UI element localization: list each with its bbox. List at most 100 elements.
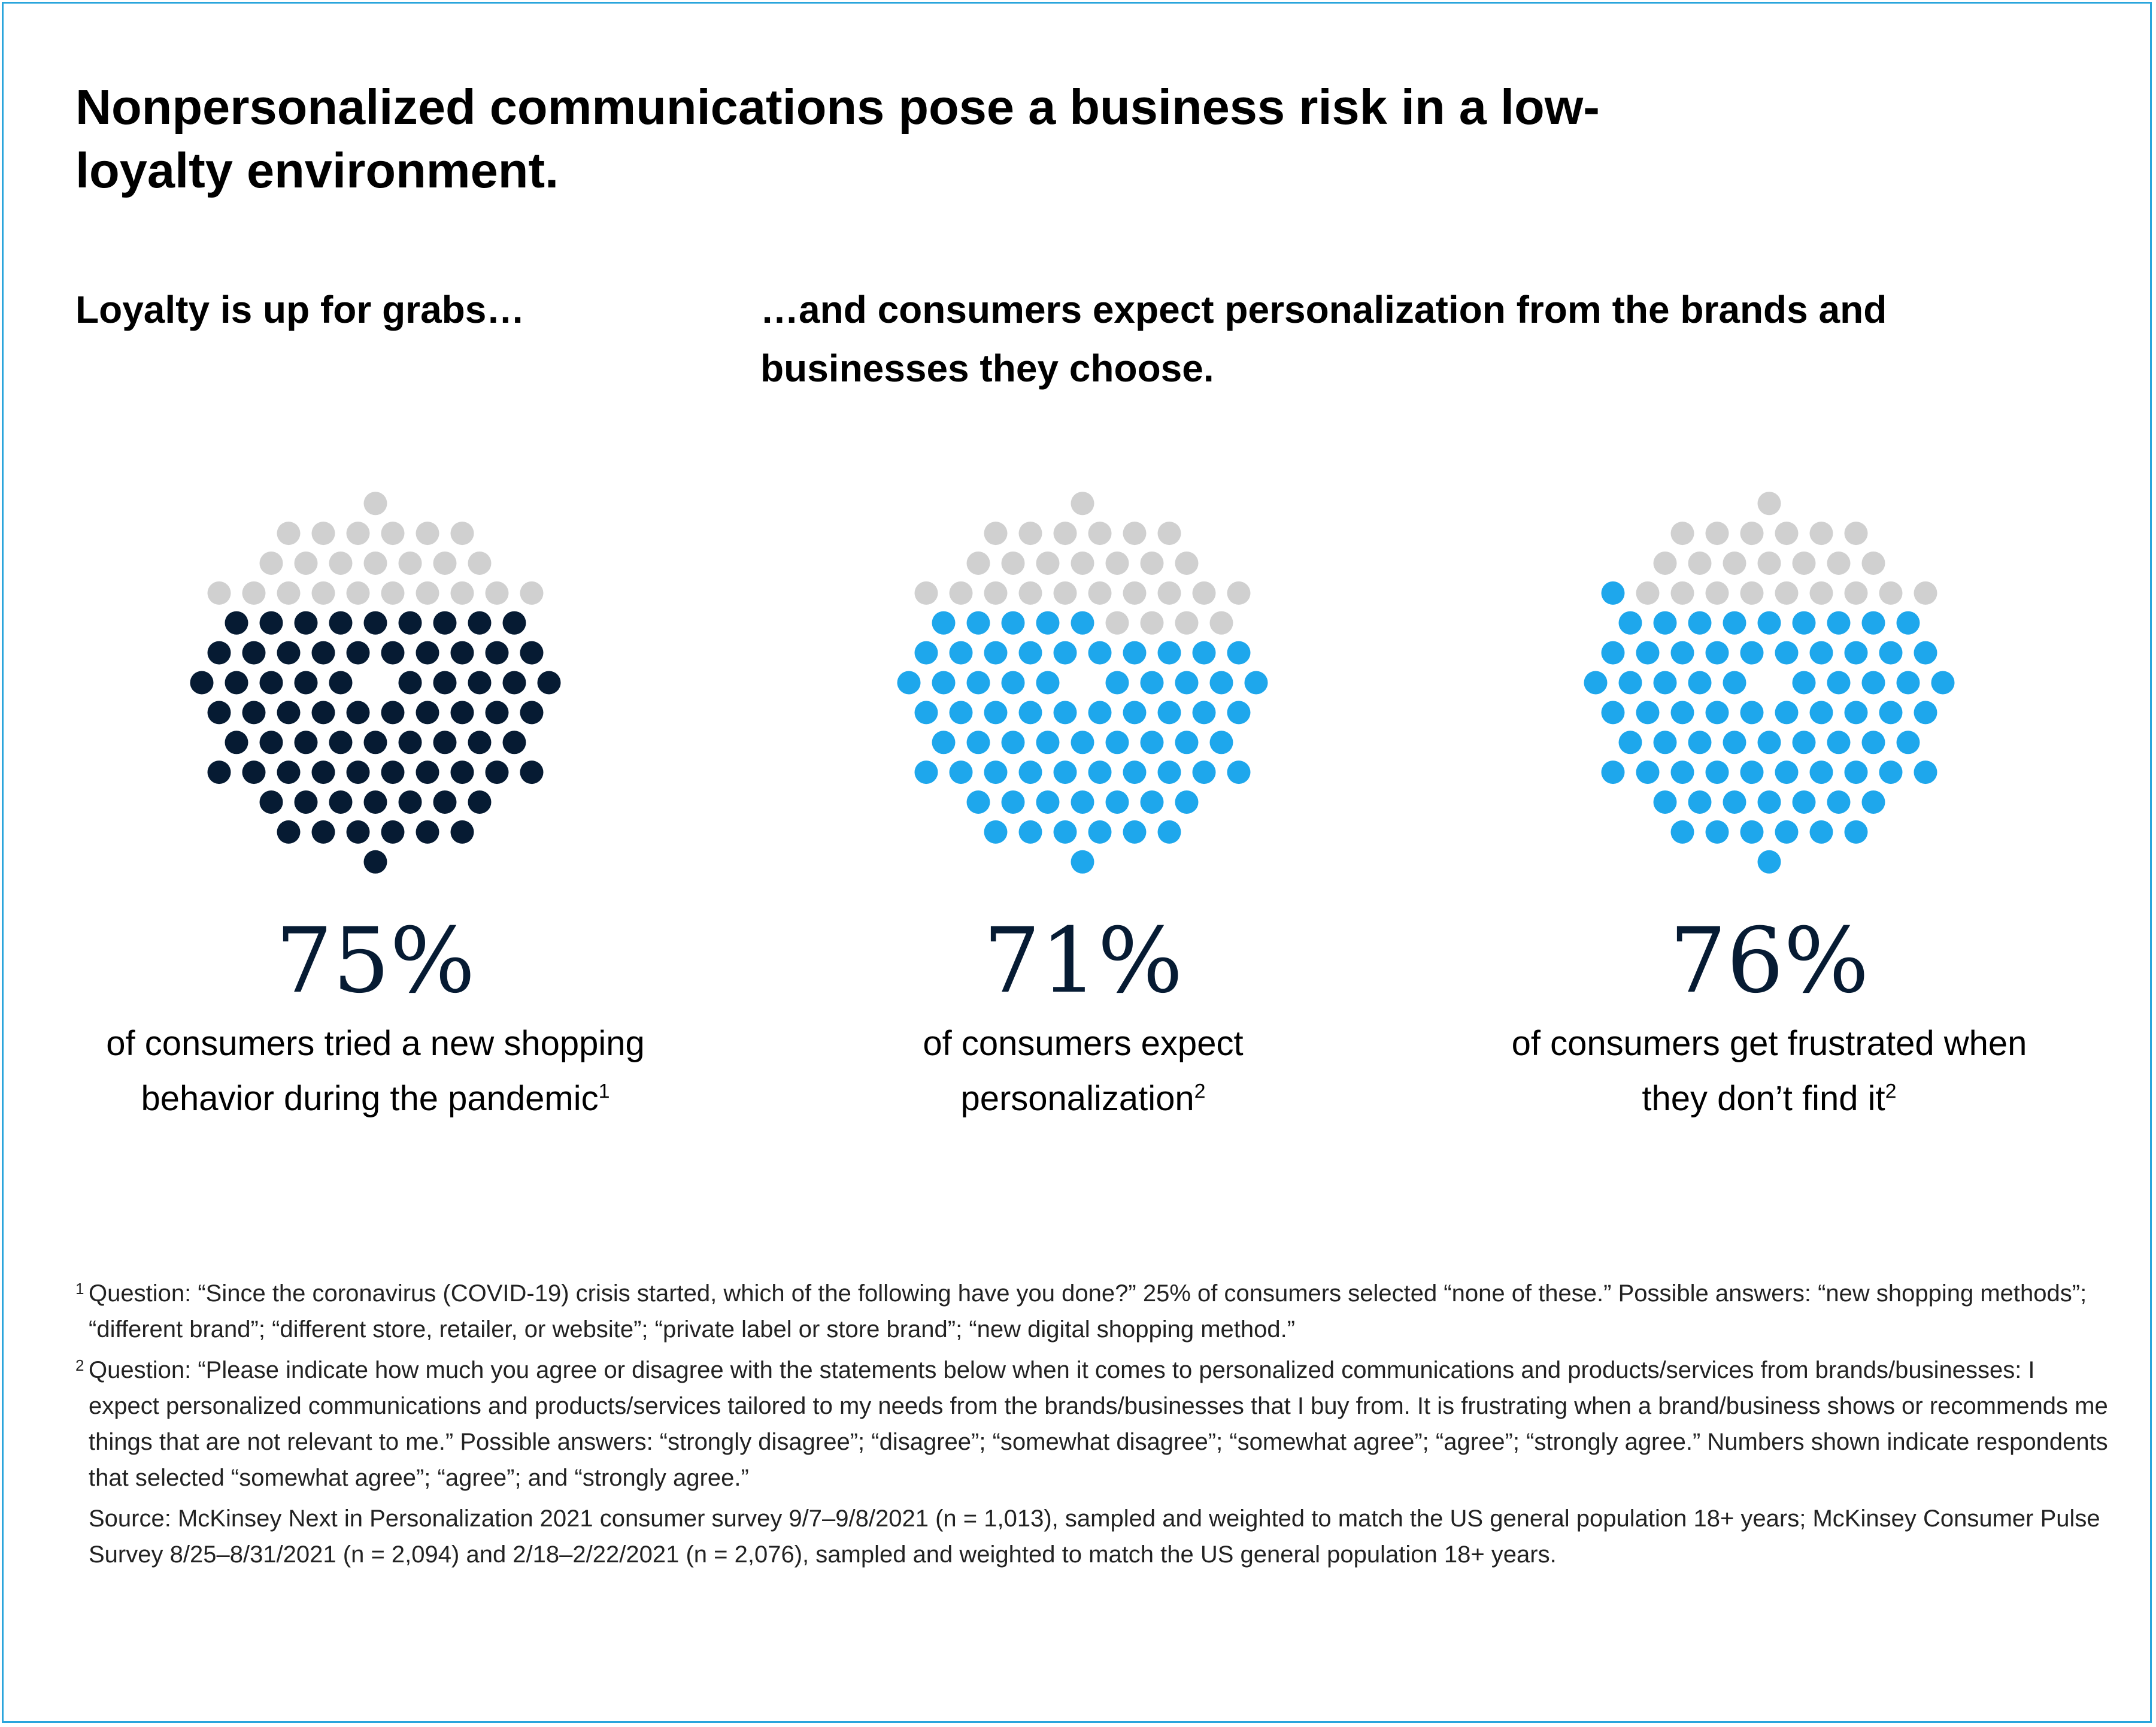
highlight-dot-chart-2	[914, 761, 938, 784]
rest-dot-chart-3	[1670, 522, 1694, 546]
stat-description-2: of consumers expect personalization2	[814, 1016, 1353, 1126]
rest-dot-chart-1	[277, 522, 301, 546]
highlight-dot-chart-3	[1688, 731, 1712, 755]
highlight-dot-chart-3	[1688, 671, 1712, 695]
highlight-dot-chart-3	[1584, 671, 1608, 695]
highlight-dot-chart-3	[1618, 671, 1642, 695]
highlight-dot-chart-2	[966, 731, 990, 755]
subtitle-left: Loyalty is up for grabs…	[75, 288, 525, 331]
highlight-dot-chart-1	[416, 761, 439, 784]
rest-dot-chart-2	[1140, 611, 1164, 635]
highlight-dot-chart-1	[485, 641, 509, 665]
rest-dot-chart-3	[1809, 581, 1833, 605]
highlight-dot-chart-2	[949, 761, 973, 784]
highlight-dot-chart-1	[468, 671, 492, 695]
highlight-dot-chart-1	[433, 731, 457, 755]
highlight-dot-chart-2	[1227, 701, 1251, 725]
highlight-dot-chart-3	[1931, 671, 1955, 695]
highlight-dot-chart-3	[1809, 820, 1833, 844]
rest-dot-chart-2	[1088, 581, 1112, 605]
highlight-dot-chart-3	[1653, 671, 1677, 695]
highlight-dot-chart-2	[1071, 850, 1094, 874]
highlight-dot-chart-1	[485, 701, 509, 725]
highlight-dot-chart-2	[966, 671, 990, 695]
highlight-dot-chart-3	[1792, 790, 1816, 814]
highlight-dot-chart-2	[1036, 790, 1060, 814]
highlight-dot-chart-2	[1227, 641, 1251, 665]
highlight-dot-chart-1	[294, 731, 318, 755]
rest-dot-chart-3	[1844, 522, 1868, 546]
highlight-dot-chart-1	[450, 761, 474, 784]
highlight-dot-chart-1	[433, 790, 457, 814]
highlight-dot-chart-3	[1896, 671, 1920, 695]
highlight-dot-chart-3	[1618, 611, 1642, 635]
rest-dot-chart-3	[1914, 581, 1937, 605]
highlight-dot-chart-1	[294, 671, 318, 695]
highlight-dot-chart-2	[1001, 790, 1025, 814]
highlight-dot-chart-1	[277, 761, 301, 784]
highlight-dot-chart-1	[242, 761, 266, 784]
highlight-dot-chart-2	[932, 611, 956, 635]
highlight-dot-chart-2	[1105, 671, 1129, 695]
rest-dot-chart-2	[1105, 611, 1129, 635]
rest-dot-chart-3	[1809, 522, 1833, 546]
highlight-dot-chart-2	[1001, 611, 1025, 635]
highlight-dot-chart-1	[346, 641, 370, 665]
highlight-dot-chart-3	[1688, 611, 1712, 635]
rest-dot-chart-1	[363, 552, 387, 575]
highlight-dot-chart-2	[1088, 820, 1112, 844]
highlight-dot-chart-2	[949, 641, 973, 665]
highlight-dot-chart-1	[416, 820, 439, 844]
highlight-dot-chart-2	[1209, 671, 1233, 695]
highlight-dot-chart-2	[1088, 701, 1112, 725]
highlight-dot-chart-1	[381, 820, 405, 844]
highlight-dot-chart-3	[1879, 641, 1903, 665]
highlight-dot-chart-3	[1827, 671, 1851, 695]
highlight-dot-chart-1	[398, 790, 422, 814]
footnote-2: 2 Question: “Please indicate how much yo…	[75, 1352, 2111, 1496]
highlight-dot-chart-2	[1123, 701, 1147, 725]
highlight-dot-chart-1	[225, 611, 248, 635]
rest-dot-chart-2	[1140, 552, 1164, 575]
highlight-dot-chart-1	[468, 611, 492, 635]
footnote-2-text: Question: “Please indicate how much you …	[89, 1357, 2108, 1491]
highlight-dot-chart-1	[259, 611, 283, 635]
footnote-1-text: Question: “Since the coronavirus (COVID-…	[89, 1280, 2087, 1343]
highlight-dot-chart-2	[1175, 790, 1199, 814]
highlight-dot-chart-2	[1018, 701, 1042, 725]
stat-description-2-text: of consumers expect personalization	[923, 1024, 1244, 1118]
rest-dot-chart-1	[329, 552, 353, 575]
highlight-dot-chart-1	[398, 731, 422, 755]
rest-dot-chart-1	[294, 552, 318, 575]
rest-dot-chart-2	[1105, 552, 1129, 575]
highlight-dot-chart-2	[1227, 761, 1251, 784]
rest-dot-chart-2	[1157, 522, 1181, 546]
rest-dot-chart-2	[1192, 581, 1216, 605]
highlight-dot-chart-2	[1140, 671, 1164, 695]
highlight-dot-chart-2	[1036, 671, 1060, 695]
highlight-dot-chart-2	[1123, 761, 1147, 784]
rest-dot-chart-2	[1036, 552, 1060, 575]
highlight-dot-chart-3	[1757, 790, 1781, 814]
highlight-dot-chart-3	[1601, 581, 1625, 605]
highlight-dot-chart-3	[1601, 761, 1625, 784]
highlight-dot-chart-1	[450, 701, 474, 725]
footnote-1: 1 Question: “Since the coronavirus (COVI…	[75, 1275, 2111, 1347]
highlight-dot-chart-2	[1157, 820, 1181, 844]
highlight-dot-chart-1	[450, 641, 474, 665]
highlight-dot-chart-3	[1723, 731, 1746, 755]
footnote-1-mark: 1	[75, 1280, 84, 1298]
highlight-dot-chart-3	[1705, 701, 1729, 725]
rest-dot-chart-1	[450, 522, 474, 546]
highlight-dot-chart-2	[984, 761, 1008, 784]
rest-dot-chart-2	[949, 581, 973, 605]
highlight-dot-chart-3	[1775, 820, 1799, 844]
highlight-dot-chart-1	[329, 611, 353, 635]
rest-dot-chart-2	[1227, 581, 1251, 605]
highlight-dot-chart-2	[1053, 641, 1077, 665]
rest-dot-chart-3	[1861, 552, 1885, 575]
rest-dot-chart-3	[1757, 552, 1781, 575]
highlight-dot-chart-2	[1018, 761, 1042, 784]
footnote-ref-3: 2	[1885, 1080, 1897, 1103]
rest-dot-chart-2	[1071, 552, 1094, 575]
